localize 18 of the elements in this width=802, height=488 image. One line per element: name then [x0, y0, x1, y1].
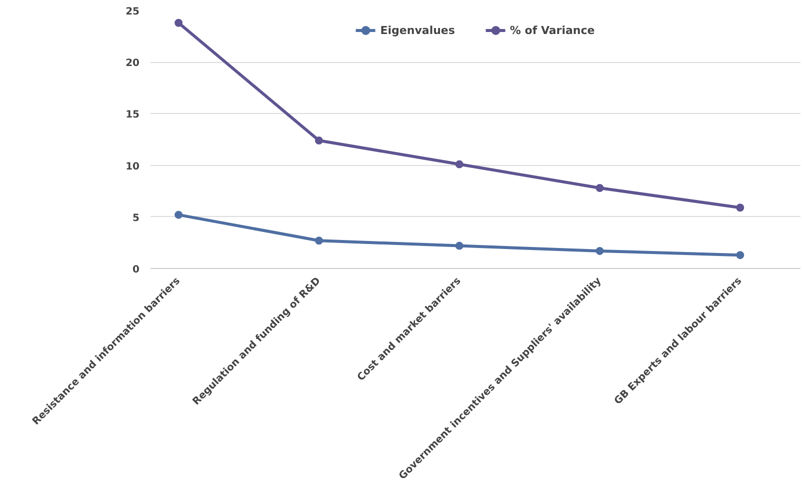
y-tick-label: 10	[126, 161, 140, 172]
y-tick-label: 15	[126, 110, 140, 121]
point	[455, 242, 464, 250]
y-tick-label: 0	[132, 264, 140, 276]
legend-label: Eigenvalues	[380, 24, 455, 36]
point	[174, 210, 183, 219]
point	[736, 204, 744, 212]
y-tick-label: 20	[126, 58, 140, 70]
point	[314, 236, 323, 245]
point	[174, 18, 183, 27]
legend-label: % of Variance	[510, 24, 595, 36]
point	[736, 251, 744, 260]
point	[455, 160, 464, 168]
y-tick-label: 25	[126, 6, 140, 18]
point	[596, 184, 604, 192]
point	[596, 246, 604, 255]
y-tick-label: 5	[132, 212, 140, 224]
point	[314, 136, 323, 145]
